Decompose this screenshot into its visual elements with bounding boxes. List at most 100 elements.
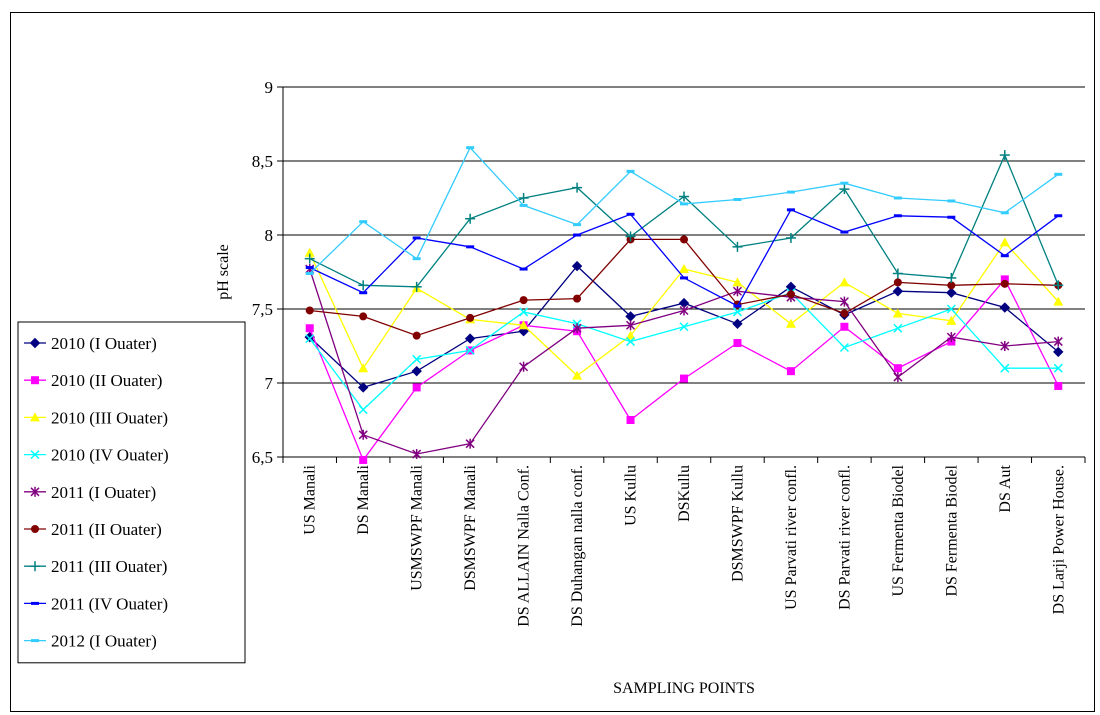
data-point xyxy=(786,290,795,299)
data-point xyxy=(305,334,315,344)
x-tick-label: DS Larji Power House. xyxy=(1050,465,1067,614)
data-point xyxy=(1000,279,1009,288)
x-axis-label: SAMPLING POINTS xyxy=(613,680,755,697)
data-point xyxy=(466,313,475,322)
legend-item: 2011 (III Ouater) xyxy=(24,557,167,576)
data-point xyxy=(839,296,849,307)
x-tick-label: DS Duhangan nalla conf. xyxy=(569,465,586,627)
series-line xyxy=(309,146,1059,274)
data-point xyxy=(305,324,314,333)
legend-item: 2010 (III Ouater) xyxy=(24,408,168,427)
y-tick-label: 9 xyxy=(265,78,274,97)
data-point xyxy=(893,372,903,383)
data-point xyxy=(412,449,422,460)
data-point xyxy=(519,296,528,305)
data-point xyxy=(465,438,475,449)
y-tick-label: 7,5 xyxy=(252,300,273,319)
series xyxy=(305,146,1063,275)
data-point xyxy=(839,342,849,353)
x-tick-label: DS Fermenta Biodel xyxy=(943,464,960,596)
x-tick-label: US Kullu xyxy=(623,465,640,526)
data-point xyxy=(892,268,903,279)
data-point xyxy=(30,450,40,460)
data-point xyxy=(304,253,315,264)
data-point xyxy=(465,213,476,224)
data-point xyxy=(573,294,582,303)
data-point xyxy=(626,416,635,424)
data-point xyxy=(412,383,421,392)
y-tick-label: 8,5 xyxy=(252,152,273,171)
data-point xyxy=(359,312,368,321)
y-tick-label: 6,5 xyxy=(252,448,273,467)
x-tick-label: USMSWPF Manali xyxy=(409,464,426,590)
data-point xyxy=(30,486,40,497)
data-point xyxy=(892,286,904,297)
y-tick-label: 8 xyxy=(265,226,274,245)
data-point xyxy=(358,429,368,440)
data-point xyxy=(1053,346,1064,358)
data-point xyxy=(412,331,421,340)
legend-item: 2010 (II Ouater) xyxy=(24,371,162,390)
data-point xyxy=(1053,280,1064,291)
legend-box xyxy=(17,321,246,664)
data-point xyxy=(947,281,956,290)
data-point xyxy=(946,304,956,314)
data-point xyxy=(946,332,956,343)
legend-item: 2012 (I Ouater) xyxy=(24,632,157,651)
data-point xyxy=(305,306,314,315)
data-point xyxy=(839,184,850,195)
series xyxy=(305,288,1063,415)
data-point xyxy=(30,412,40,422)
data-point xyxy=(518,320,529,330)
series-line xyxy=(309,268,1059,455)
data-point xyxy=(357,382,369,393)
data-point xyxy=(625,330,636,340)
series-line xyxy=(309,238,1059,337)
x-tick-label: DS ALLAIN Nalla Conf. xyxy=(516,465,533,627)
x-tick-label: DSMSWPF Kullu xyxy=(729,465,746,582)
data-point xyxy=(572,370,583,380)
data-point xyxy=(893,323,903,333)
data-point xyxy=(733,339,742,348)
legend-item: 2010 (I Ouater) xyxy=(24,334,157,353)
data-point xyxy=(625,231,636,242)
data-point xyxy=(732,286,742,297)
data-point xyxy=(412,354,422,364)
legend-label: 2010 (IV Ouater) xyxy=(51,446,169,465)
data-point xyxy=(785,318,796,328)
x-tick-label: DSKullu xyxy=(676,465,693,522)
legend-item: 2010 (IV Ouater) xyxy=(24,446,169,465)
data-point xyxy=(518,193,529,203)
data-point xyxy=(359,455,368,464)
data-point xyxy=(1053,296,1064,306)
data-point xyxy=(679,322,689,332)
data-point xyxy=(786,367,795,376)
data-point xyxy=(732,277,743,287)
y-axis-label: pH scale xyxy=(215,244,232,300)
data-point xyxy=(679,191,689,202)
x-tick-label: DS Manali xyxy=(355,464,372,534)
legend-label: 2011 (I Ouater) xyxy=(51,483,156,502)
data-point xyxy=(519,361,529,372)
legend: 2010 (I Ouater) 2010 (II Ouater) 2010 (III… xyxy=(17,321,246,664)
data-point xyxy=(465,345,475,355)
y-tick-label: 7 xyxy=(265,374,274,393)
data-point xyxy=(1054,381,1063,390)
data-point xyxy=(519,307,529,317)
data-point xyxy=(679,305,689,316)
data-point xyxy=(999,150,1010,161)
data-point xyxy=(1000,275,1009,284)
data-point xyxy=(1000,363,1010,373)
data-point xyxy=(626,337,636,347)
legend-label: 2011 (IV Ouater) xyxy=(51,594,168,613)
data-point xyxy=(411,365,422,377)
data-point xyxy=(839,277,850,287)
x-tick-label: DS Aut xyxy=(997,464,1014,512)
data-point xyxy=(892,308,903,318)
data-point xyxy=(572,323,582,334)
data-point xyxy=(732,241,743,252)
data-point xyxy=(1053,363,1063,373)
data-point xyxy=(680,235,688,244)
x-tick-label: DSMSWPF Manali xyxy=(462,464,479,590)
series xyxy=(304,237,1064,380)
